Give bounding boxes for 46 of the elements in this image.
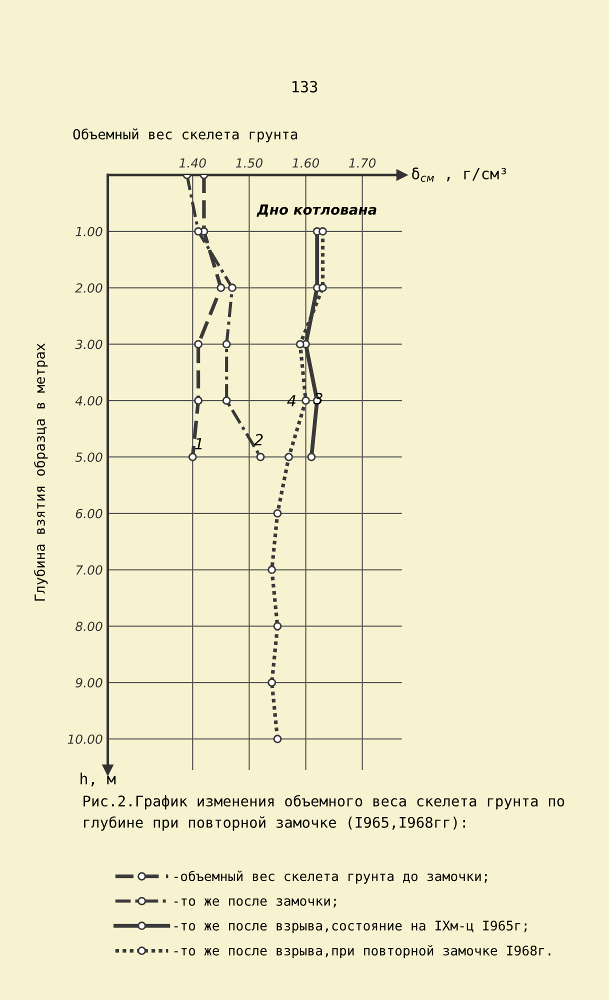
point — [296, 340, 304, 348]
point — [318, 227, 327, 236]
y-tick-label: 2.00 — [75, 283, 102, 293]
text: h, м — [80, 772, 116, 786]
point — [268, 566, 276, 574]
legend-label: -то же после замочки; — [174, 898, 336, 908]
point — [302, 396, 310, 405]
point — [222, 396, 231, 405]
legend-label: -то же после взрыва,состояние на IXм-ц I965г; — [174, 920, 527, 934]
point — [194, 396, 203, 405]
point — [194, 227, 203, 236]
y-tick-label: 10.00 — [68, 734, 102, 744]
y-tick-label: 5.00 — [75, 452, 102, 462]
point — [228, 284, 236, 292]
point — [194, 340, 203, 348]
point — [256, 452, 265, 462]
x-tick-label: 1.70 — [349, 158, 376, 168]
point — [222, 340, 231, 348]
y-tick-label: 3.00 — [75, 340, 102, 350]
point — [318, 284, 327, 292]
point — [188, 452, 197, 462]
annotation: 2 — [254, 434, 263, 446]
y-tick-label: 1.00 — [76, 226, 102, 236]
text: Рис.2.График изменения объемного веса скелета грунта по глубине при повторной замочке (I965,I968гг): — [84, 795, 564, 831]
legend-label: -объемный вес скелета грунта до замочки; — [174, 870, 487, 884]
x-tick-label: 1.60 — [292, 158, 320, 168]
point — [273, 622, 282, 630]
y-tick-label: 4.00 — [75, 396, 102, 406]
point — [273, 509, 282, 518]
point — [284, 452, 294, 462]
y-tick-label: 8.00 — [76, 622, 102, 632]
text: δ$_{см}$ , г/см³ — [412, 167, 506, 182]
point — [273, 734, 282, 744]
y-tick-label: 9.00 — [76, 678, 102, 688]
point — [216, 284, 226, 292]
x-tick-label: 1.50 — [236, 158, 262, 168]
x-axis-title: Объемный вес скелета грунта — [73, 128, 298, 142]
legend-label: -то же после взрыва,при повторной замочке I968г. — [174, 945, 550, 958]
text: 133 — [292, 80, 318, 92]
y-tick-label: 7.00 — [76, 565, 102, 575]
annotation: 1 — [195, 438, 202, 450]
point — [268, 678, 276, 687]
x-tick-label: 1.40 — [179, 158, 206, 168]
y-tick-label: 6.00 — [76, 508, 102, 518]
point — [307, 452, 316, 462]
y-axis-title: Глубина взятия образца в метрах — [34, 343, 48, 601]
